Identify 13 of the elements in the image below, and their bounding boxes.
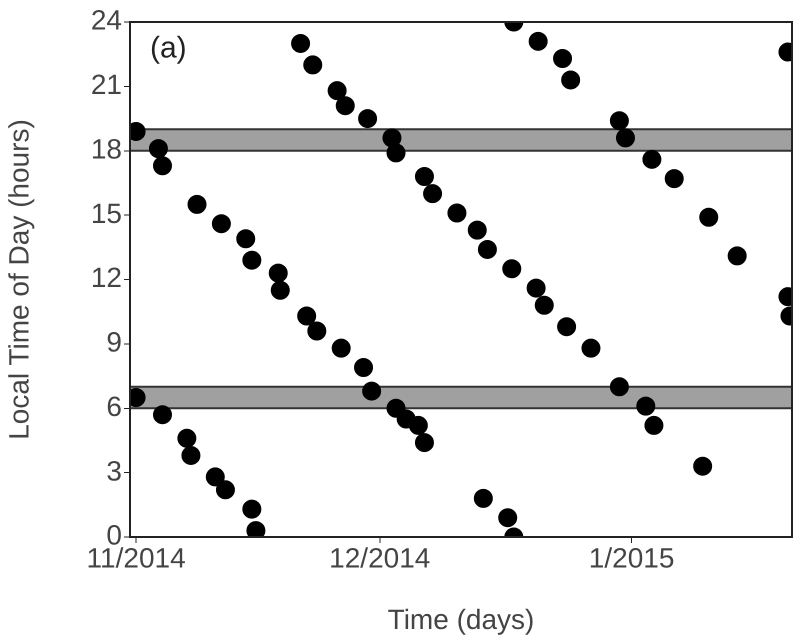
y-tick-label: 6: [106, 390, 122, 422]
x-axis-title: Time (days): [388, 604, 534, 635]
y-tick-label: 15: [90, 198, 122, 229]
y-axis-title: Local Time of Day (hours): [4, 119, 35, 440]
y-tick-label: 12: [90, 262, 122, 294]
y-tick-label: 24: [90, 4, 122, 36]
annotation: (a): [150, 31, 187, 64]
y-tick-label: 21: [90, 69, 122, 100]
y-tick-label: 3: [106, 455, 122, 486]
x-tick-label: 1/2015: [588, 542, 674, 574]
x-tick-label: 12/2014: [329, 542, 430, 574]
y-tick-label: 18: [90, 133, 122, 164]
y-tick-label: 9: [106, 326, 122, 358]
